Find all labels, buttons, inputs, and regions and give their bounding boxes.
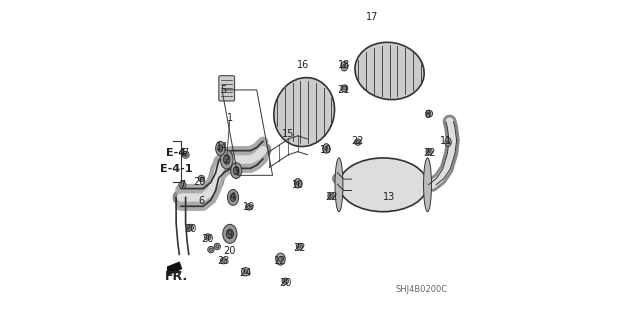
Ellipse shape	[223, 224, 237, 243]
Text: 21: 21	[337, 85, 350, 95]
Text: 10: 10	[320, 145, 332, 155]
Text: 24: 24	[239, 268, 252, 278]
Ellipse shape	[230, 163, 242, 178]
Ellipse shape	[227, 229, 234, 239]
Text: 19: 19	[243, 202, 255, 212]
Ellipse shape	[234, 167, 239, 174]
Circle shape	[356, 141, 360, 144]
Circle shape	[184, 153, 188, 157]
Text: 4: 4	[230, 192, 236, 203]
Ellipse shape	[223, 155, 230, 164]
Text: 3: 3	[233, 167, 239, 177]
Text: 20: 20	[194, 177, 206, 187]
Text: SHJ4B0200C: SHJ4B0200C	[395, 285, 447, 294]
Ellipse shape	[343, 64, 346, 68]
Ellipse shape	[278, 256, 283, 262]
Text: 9: 9	[227, 230, 233, 241]
Text: 6: 6	[198, 196, 204, 206]
Ellipse shape	[445, 138, 451, 146]
Text: 2: 2	[223, 154, 230, 165]
Text: 11: 11	[440, 136, 452, 145]
Text: E-4-1: E-4-1	[160, 164, 193, 174]
Text: 8: 8	[424, 110, 431, 120]
Circle shape	[298, 245, 301, 248]
Ellipse shape	[339, 158, 428, 212]
Ellipse shape	[341, 62, 348, 71]
Ellipse shape	[424, 158, 431, 212]
Circle shape	[220, 257, 227, 264]
Ellipse shape	[227, 189, 239, 205]
Text: 22: 22	[352, 136, 364, 145]
Text: 20: 20	[224, 246, 236, 256]
Ellipse shape	[220, 150, 233, 169]
Ellipse shape	[216, 141, 225, 156]
Circle shape	[330, 194, 333, 197]
Circle shape	[208, 247, 214, 253]
Circle shape	[244, 270, 248, 274]
Circle shape	[189, 226, 192, 229]
Circle shape	[428, 112, 431, 115]
Circle shape	[426, 148, 432, 155]
Ellipse shape	[324, 146, 328, 151]
Text: 20: 20	[202, 234, 214, 243]
Ellipse shape	[294, 178, 301, 188]
Text: 17: 17	[366, 12, 378, 22]
Ellipse shape	[335, 158, 343, 212]
Circle shape	[282, 278, 289, 285]
Text: 13: 13	[383, 192, 396, 203]
Circle shape	[200, 177, 203, 180]
Ellipse shape	[274, 78, 335, 146]
Circle shape	[216, 245, 219, 248]
Text: 20: 20	[184, 224, 196, 234]
Polygon shape	[168, 262, 182, 275]
Circle shape	[214, 243, 220, 250]
Circle shape	[209, 248, 212, 251]
Ellipse shape	[323, 144, 330, 153]
Circle shape	[247, 205, 250, 209]
Circle shape	[355, 139, 361, 145]
Text: 7: 7	[182, 148, 189, 158]
Text: 14: 14	[216, 142, 228, 152]
Ellipse shape	[447, 140, 449, 144]
Circle shape	[328, 193, 334, 199]
Circle shape	[187, 224, 193, 231]
Circle shape	[198, 175, 205, 182]
Text: 15: 15	[282, 129, 294, 139]
Text: 12: 12	[275, 256, 287, 266]
Circle shape	[222, 259, 225, 262]
Text: 10: 10	[292, 180, 304, 190]
Text: 20: 20	[279, 278, 291, 288]
Text: 5: 5	[220, 85, 227, 95]
Circle shape	[241, 268, 250, 276]
Text: 18: 18	[337, 60, 350, 70]
Circle shape	[206, 235, 209, 239]
FancyBboxPatch shape	[219, 76, 235, 101]
Text: FR.: FR.	[164, 270, 188, 283]
Ellipse shape	[276, 253, 285, 265]
Text: 22: 22	[325, 192, 337, 203]
Circle shape	[182, 151, 189, 158]
Circle shape	[284, 280, 287, 283]
Circle shape	[426, 110, 433, 117]
Text: 22: 22	[423, 148, 435, 158]
Ellipse shape	[355, 42, 424, 100]
Circle shape	[428, 150, 431, 153]
Text: 1: 1	[227, 113, 233, 123]
Circle shape	[341, 85, 348, 92]
Ellipse shape	[230, 194, 236, 201]
Circle shape	[342, 87, 346, 90]
Text: 16: 16	[296, 60, 308, 70]
Circle shape	[205, 234, 211, 240]
Ellipse shape	[218, 145, 223, 152]
Circle shape	[180, 183, 184, 187]
Circle shape	[296, 243, 303, 250]
Text: 7: 7	[179, 180, 186, 190]
Ellipse shape	[296, 181, 300, 185]
Text: 22: 22	[293, 243, 306, 253]
Text: E-4: E-4	[166, 148, 186, 158]
Circle shape	[246, 204, 252, 210]
Text: 23: 23	[218, 256, 230, 266]
Circle shape	[179, 181, 186, 188]
